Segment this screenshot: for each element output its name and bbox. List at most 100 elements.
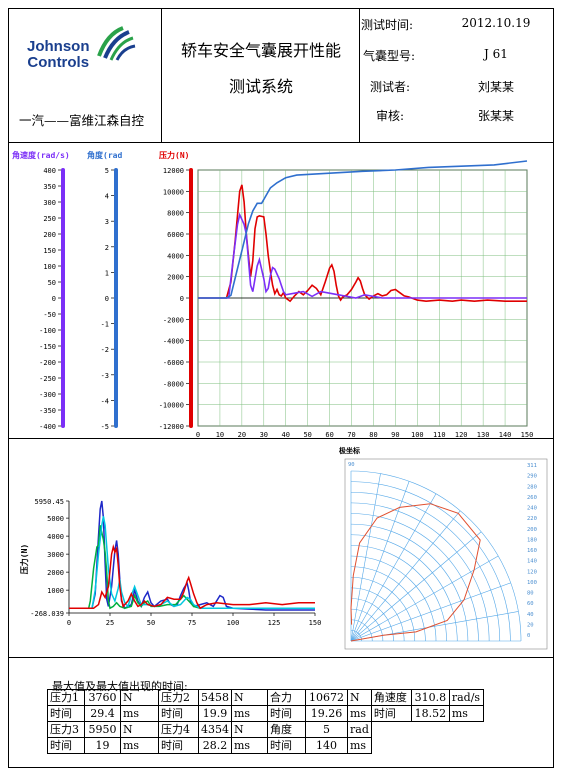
summary-cell: ms [231,737,268,754]
x-tick-label: 110 [433,431,446,439]
x-tick-label: 25 [106,619,114,627]
logo-cell: Johnson Controls 一汽——富维江森自控 [9,9,162,143]
polar-r-tick-label: 260 [527,495,537,501]
axis-tick-label: 4 [105,193,109,201]
polar-r-tick-label: 80 [527,591,534,597]
pressure-chart: 压力(N)5950.4550004000300020001000-268.039… [19,498,322,627]
polar-r-tick-label: 120 [527,569,537,575]
summary-cell: 时间 [158,737,199,754]
axis-tick-label: -100 [39,327,56,335]
axis-tick-label: 10000 [163,188,184,196]
x-tick-label: 100 [411,431,424,439]
axis-tick-label: 100 [43,263,56,271]
polar-frame [344,458,548,650]
polar-ring [350,534,458,642]
axis-tick-label: 5 [105,167,109,175]
summary-cell: 角度 [267,721,306,738]
axis-tick-label: 50 [48,279,56,287]
summary-cell: 压力1 [47,689,85,706]
polar-r-tick-label: 200 [527,527,537,533]
x-tick-label: 0 [196,431,200,439]
axis-tick-label: 3 [105,218,109,226]
x-tick-label: 70 [347,431,355,439]
summary-cell: 时间 [267,737,306,754]
axis-tick-label: -5 [101,423,109,431]
axis-tick-label: -3 [101,372,109,380]
info-row-tester: 测试者: 刘某某 [360,78,553,98]
axis-tick-label: -150 [39,343,56,351]
summary-row: 时间 29.4 ms 时间 19.9 ms 时间 19.26 ms 时间 18.52 ms [47,705,484,722]
polar-ring [350,523,469,642]
axis-tick-label: -200 [39,359,56,367]
summary-cell: 时间 [370,705,412,722]
polar-r-tick-label: 0 [527,633,530,639]
polar-theta-label: 90 [348,462,355,468]
summary-cell: 时间 [267,705,306,722]
summary-cell: 4354 [198,721,232,738]
summary-cell: ms [347,737,372,754]
polar-r-tick-label: 290 [527,474,537,480]
x-tick-label: 0 [67,619,71,627]
axis-label: 角速度(rad/s) [12,150,70,160]
info-label: 气囊型号: [363,49,416,63]
axis-tick-label: 1 [105,269,109,277]
axis-tick-label: 200 [43,231,56,239]
y-tick-label: -268.039 [30,610,64,618]
summary-section: 最大值及最大值出现的时间: 压力1 3760 N 压力2 5458 N 合力 10672 N 角速… [9,658,553,767]
polar-r-tick-label: 240 [527,506,537,512]
series-line [198,212,527,299]
axis-tick-label: 4000 [167,252,184,260]
axis-tick-label: -8000 [163,380,184,388]
x-tick-label: 50 [147,619,155,627]
polar-r-tick-label: 220 [527,516,537,522]
info-row-reviewer: 审核: 张某某 [360,107,553,127]
axis-tick-label: 350 [43,183,56,191]
axis-tick-label: 300 [43,199,56,207]
summary-cell: 19 [84,737,121,754]
axis-tick-label: -250 [39,375,56,383]
summary-cell: 18.52 [410,705,450,722]
polar-ring [350,587,405,642]
summary-cell: 29.4 [84,705,121,722]
summary-cell: 合力 [267,689,306,706]
polar-r-tick-label: 311 [527,463,537,469]
johnson-controls-logo: Johnson Controls [27,39,90,71]
y-tick-label: 5950.45 [34,498,64,506]
series-line [198,160,528,299]
summary-cell: N [231,689,268,706]
x-tick-label: 80 [369,431,377,439]
x-tick-label: 90 [391,431,399,439]
x-tick-label: 60 [325,431,333,439]
x-tick-label: 100 [227,619,240,627]
x-tick-label: 150 [309,619,322,627]
report-title-line-1: 轿车安全气囊展开性能 [180,41,341,60]
axis-tick-label: 0 [180,295,184,303]
y-tick-label: 3000 [47,551,64,559]
polar-r-tick-label: 160 [527,548,537,554]
summary-cell: 角速度 [370,689,412,706]
info-label: 审核: [376,109,405,123]
report-header: Johnson Controls 一汽——富维江森自控 轿车安全气囊展开性能 测… [9,9,553,143]
info-value: 刘某某 [477,80,514,94]
axis-bar [61,168,65,428]
axis-tick-label: 8000 [167,210,184,218]
x-tick-label: 140 [499,431,512,439]
axis-tick-label: -4000 [163,338,184,346]
x-tick-label: 75 [188,619,196,627]
info-row-test-time: 测试时间: 2012.10.19 [360,16,553,36]
polar-ring [350,513,479,642]
summary-cell: 19.9 [198,705,232,722]
polar-spoke [350,510,461,642]
axis-bar [114,168,118,428]
y-tick-label: 4000 [47,533,64,541]
axis-tick-label: -400 [39,423,56,431]
report-title-line-2: 测试系统 [228,77,293,96]
series-line [69,543,315,610]
polar-ring [350,630,362,642]
axis-tick-label: 150 [43,247,56,255]
axis-tick-label: -12000 [159,423,184,431]
polar-r-tick-label: 40 [527,612,534,618]
polar-ring [350,470,522,642]
axis-tick-label: -2 [101,346,109,354]
summary-cell: 压力2 [158,689,199,706]
